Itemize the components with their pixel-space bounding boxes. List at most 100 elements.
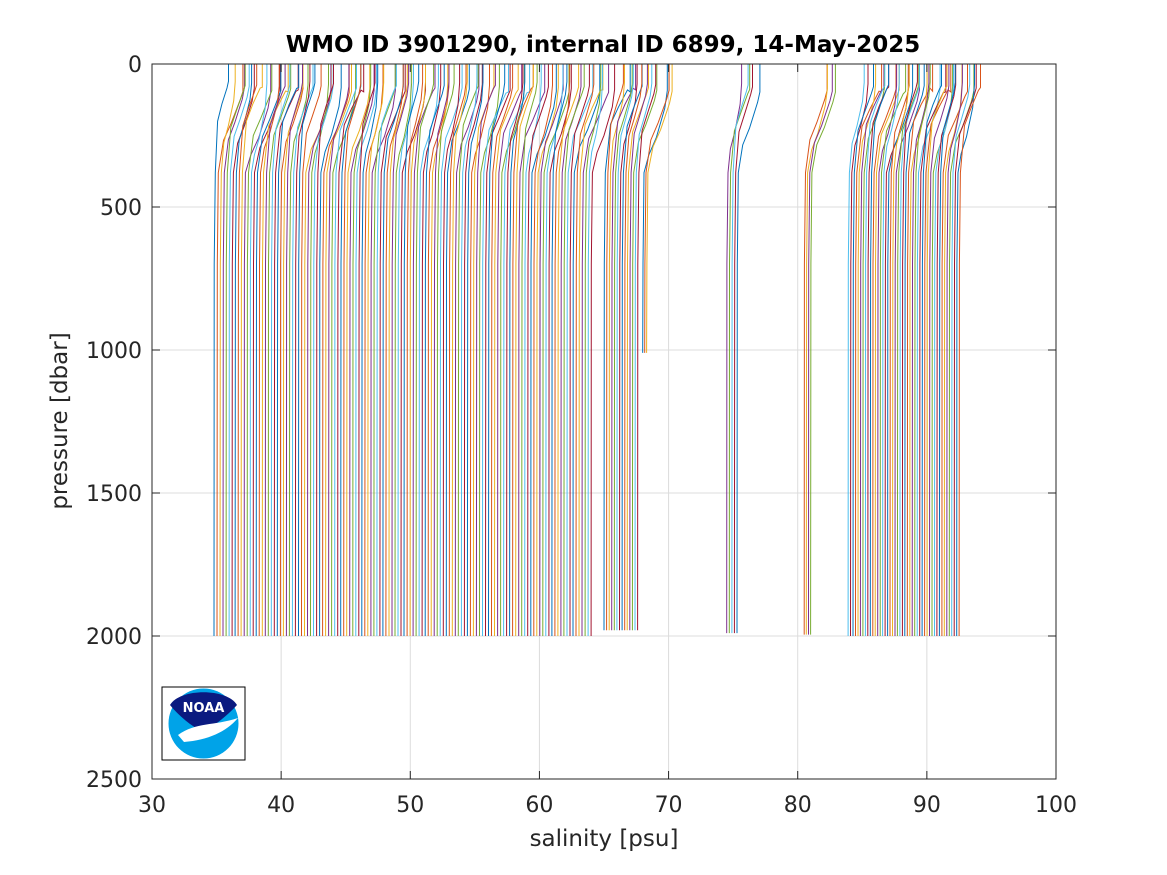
profile-line xyxy=(331,64,357,637)
profile-line xyxy=(956,64,975,637)
profile-line xyxy=(904,64,925,637)
profile-line xyxy=(527,64,549,637)
profile-line xyxy=(613,64,633,631)
profile-line xyxy=(298,64,316,637)
profile-line xyxy=(575,64,595,637)
profile-line xyxy=(867,64,890,637)
profile-line xyxy=(294,64,311,637)
profile-line xyxy=(355,64,378,637)
profile-line xyxy=(240,64,263,637)
profile-line xyxy=(246,64,273,637)
x-tick-label: 80 xyxy=(784,793,812,818)
profile-line xyxy=(385,64,404,637)
x-tick-label: 90 xyxy=(913,793,941,818)
profile-line xyxy=(328,64,350,637)
profile-line xyxy=(862,64,885,637)
profile-line xyxy=(951,64,971,637)
profile-line xyxy=(909,64,928,637)
profile-line xyxy=(545,64,564,637)
profile-line xyxy=(270,64,291,637)
profile-line xyxy=(911,64,930,637)
profile-line xyxy=(349,64,375,637)
profile-line xyxy=(249,64,268,637)
profile-line xyxy=(551,64,568,637)
profile-line xyxy=(497,64,523,637)
y-tick-label: 2500 xyxy=(86,768,142,793)
profile-line xyxy=(454,64,480,637)
profile-line xyxy=(451,64,468,637)
profile-line xyxy=(892,64,910,637)
profile-line xyxy=(406,64,424,637)
x-tick-label: 40 xyxy=(267,793,295,818)
profile-line xyxy=(563,64,585,637)
logo-seagull-top xyxy=(170,692,237,732)
profile-line xyxy=(901,64,918,637)
profile-line xyxy=(316,64,334,637)
profile-line xyxy=(726,64,743,634)
profile-line xyxy=(379,64,406,637)
profile-line xyxy=(533,64,553,637)
profile-line xyxy=(412,64,436,637)
profile-line xyxy=(914,64,931,637)
profile-line xyxy=(466,64,484,637)
profile-line xyxy=(934,64,954,637)
profile-line xyxy=(301,64,322,637)
profile-line xyxy=(313,64,334,637)
y-tick-label: 1500 xyxy=(86,482,142,507)
profile-line xyxy=(882,64,900,637)
profile-line xyxy=(469,64,490,637)
profile-line xyxy=(494,64,519,637)
y-tick-label: 0 xyxy=(128,53,142,78)
profile-line xyxy=(358,64,376,637)
profile-line xyxy=(346,64,371,637)
profile-line xyxy=(343,64,362,637)
profile-line xyxy=(322,64,350,637)
profile-line xyxy=(899,64,920,637)
profile-line xyxy=(530,64,557,637)
profile-line xyxy=(731,64,749,634)
profile-line xyxy=(509,64,526,637)
profile-line xyxy=(946,64,963,637)
profile-line xyxy=(926,64,948,637)
profile-line xyxy=(491,64,514,637)
profile-line xyxy=(521,64,538,637)
profile-line xyxy=(624,64,643,631)
profile-line xyxy=(518,64,546,637)
profile-line xyxy=(603,64,631,631)
profile-line xyxy=(415,64,435,637)
profile-line xyxy=(629,64,648,631)
profile-line xyxy=(397,64,414,637)
profile-line xyxy=(307,64,332,637)
profile-line xyxy=(403,64,420,637)
profile-line xyxy=(421,64,442,637)
profile-line xyxy=(506,64,524,637)
profile-line xyxy=(733,64,753,634)
profile-line xyxy=(276,64,300,637)
profile-line xyxy=(325,64,352,637)
profile-line xyxy=(921,64,942,637)
profile-line xyxy=(337,64,365,637)
profile-line xyxy=(869,64,890,637)
profile-line xyxy=(418,64,439,637)
profile-line xyxy=(879,64,907,637)
profile-line xyxy=(859,64,885,637)
profile-line xyxy=(608,64,625,631)
profile-line xyxy=(906,64,934,637)
profile-line xyxy=(515,64,534,637)
profile-line xyxy=(554,64,571,637)
profile-line xyxy=(255,64,282,637)
profile-line xyxy=(606,64,624,631)
profile-line xyxy=(524,64,542,637)
profile-line xyxy=(424,64,445,637)
profile-line xyxy=(433,64,450,637)
profile-line xyxy=(448,64,467,637)
profile-line xyxy=(924,64,952,637)
profile-line xyxy=(852,64,874,637)
profile-line xyxy=(953,64,977,637)
profile-line xyxy=(279,64,304,637)
profile-line xyxy=(581,64,610,637)
profile-line xyxy=(457,64,479,637)
profile-line xyxy=(394,64,413,637)
profile-line xyxy=(929,64,950,637)
